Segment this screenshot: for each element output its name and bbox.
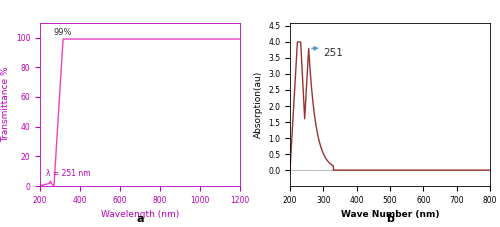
X-axis label: Wave Number (nm): Wave Number (nm)	[341, 210, 440, 220]
Text: λ = 251 nm: λ = 251 nm	[46, 169, 90, 178]
Text: b: b	[386, 214, 394, 224]
X-axis label: Wavelength (nm): Wavelength (nm)	[101, 210, 179, 220]
Y-axis label: Absorption(au): Absorption(au)	[254, 71, 262, 138]
Text: 251: 251	[324, 48, 343, 58]
Text: 99%: 99%	[54, 28, 72, 37]
Y-axis label: Transmittance %: Transmittance %	[1, 67, 10, 142]
Text: a: a	[136, 214, 144, 224]
